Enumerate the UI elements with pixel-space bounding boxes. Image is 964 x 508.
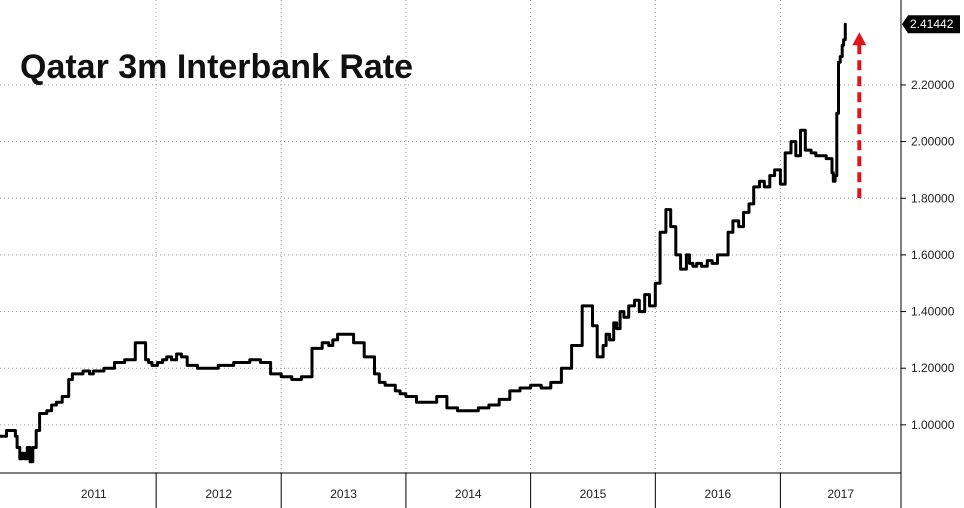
- y-axis-ticks: 1.00000 1.20000 1.40000 1.60000 1.80000 2.000…: [901, 78, 955, 432]
- x-axis-ticks: 2011 2012 2013 2014 2015 2016 2017: [81, 473, 854, 508]
- last-value-label: 2.41442: [902, 15, 960, 34]
- y-tick-label: 1.80000: [911, 191, 955, 205]
- x-tick-label: 2012: [205, 487, 232, 501]
- x-tick-label: 2014: [455, 487, 482, 501]
- gridlines: [0, 0, 901, 473]
- y-tick-label: 1.60000: [911, 248, 955, 262]
- x-tick-label: 2016: [705, 487, 732, 501]
- y-tick-label: 2.00000: [911, 135, 955, 149]
- series-line-qatar-3m-interbank-rate: [0, 22, 847, 464]
- y-tick-label: 1.40000: [911, 305, 955, 319]
- x-tick-label: 2015: [580, 487, 607, 501]
- y-tick-label: 1.00000: [911, 418, 955, 432]
- y-tick-label: 1.20000: [911, 361, 955, 375]
- last-value-label-bg: [902, 15, 960, 34]
- red-dashed-up-arrow: [852, 32, 867, 199]
- chart-title: Qatar 3m Interbank Rate: [20, 48, 413, 86]
- x-tick-label: 2011: [81, 487, 107, 501]
- last-value-label-text: 2.41442: [910, 17, 954, 31]
- x-tick-label: 2013: [330, 487, 357, 501]
- x-tick-label: 2017: [827, 487, 854, 501]
- y-tick-label: 2.20000: [911, 78, 955, 92]
- arrow-head: [852, 32, 867, 46]
